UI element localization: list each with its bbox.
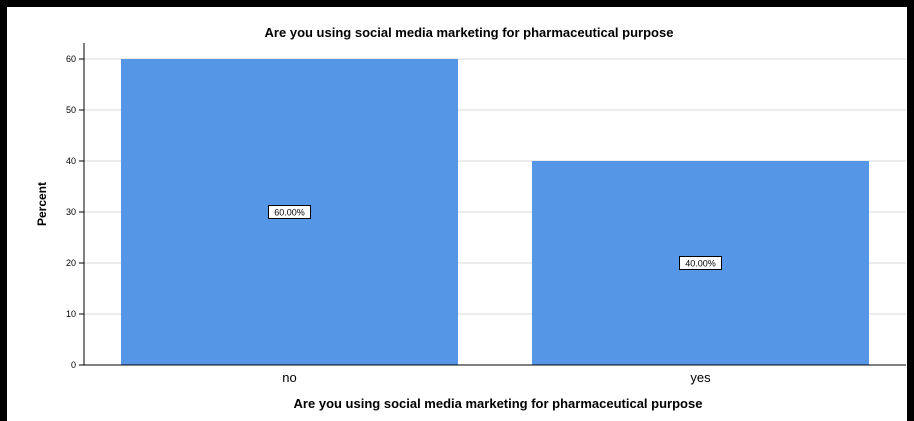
data-label-box: [268, 205, 311, 219]
y-tick-label: 50: [66, 105, 76, 115]
chart-title: Are you using social media marketing for…: [265, 25, 674, 40]
x-category-label: no: [282, 370, 296, 385]
y-tick-label: 40: [66, 156, 76, 166]
x-axis-title: Are you using social media marketing for…: [294, 396, 703, 411]
data-label-text: 60.00%: [274, 208, 305, 218]
y-tick-label: 60: [66, 54, 76, 64]
y-tick-label: 30: [66, 207, 76, 217]
data-label-yes: 40.00%: [679, 256, 722, 270]
x-category-label: yes: [690, 370, 711, 385]
x-axis-categories: no yes: [282, 370, 711, 385]
bars: [120, 59, 870, 365]
y-axis-ticks: 0 10 20 30 40 50 60: [66, 54, 84, 370]
y-tick-label: 10: [66, 309, 76, 319]
y-tick-label: 0: [71, 360, 76, 370]
y-tick-label: 20: [66, 258, 76, 268]
data-label-no: 60.00%: [268, 205, 311, 219]
y-axis-title: Percent: [35, 182, 49, 226]
data-label-box: [679, 256, 722, 270]
data-labels: 60.00% 40.00%: [268, 205, 722, 270]
data-label-text: 40.00%: [685, 259, 716, 269]
